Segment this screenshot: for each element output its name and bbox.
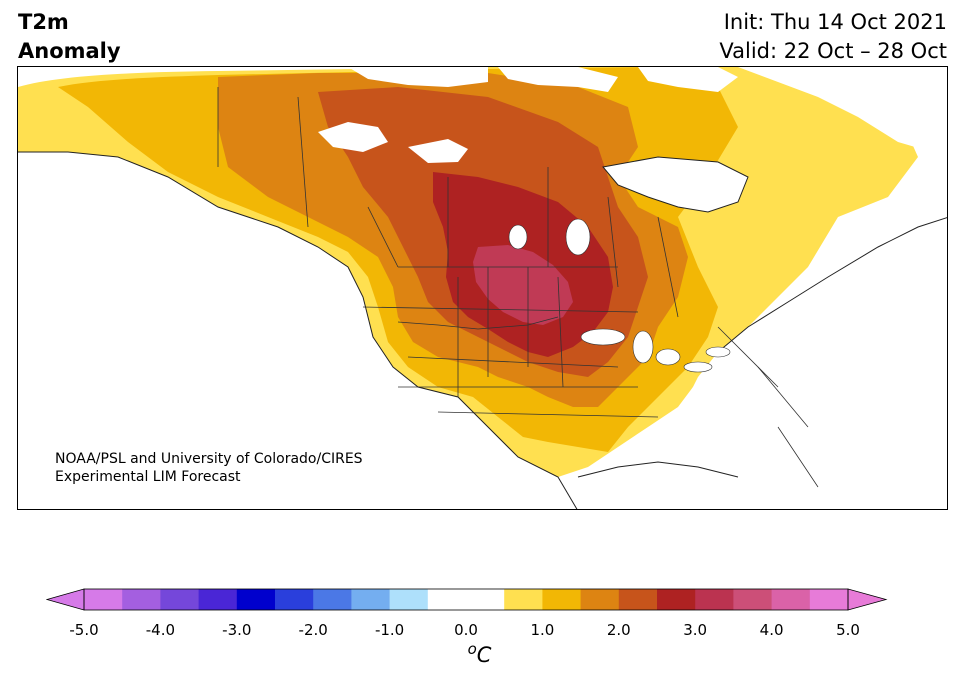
colorbar-tick-label: -1.0 <box>374 621 405 639</box>
colorbar-tick-label: -5.0 <box>69 621 99 639</box>
unit-main: C <box>476 643 492 667</box>
colorbar-tick-label: -2.0 <box>298 621 328 639</box>
unit-superscript: o <box>467 640 477 658</box>
valid-dates: Valid: 22 Oct – 28 Oct <box>719 39 947 63</box>
colorbar-tick-label: 5.0 <box>836 621 860 639</box>
colorbar-cell <box>351 589 390 610</box>
colorbar-cell <box>160 589 199 610</box>
init-date: Init: Thu 14 Oct 2021 <box>723 10 947 34</box>
colorbar-tick-label: 3.0 <box>683 621 708 639</box>
colorbar-tick-label: 0.0 <box>454 621 478 639</box>
colorbar <box>46 588 888 611</box>
colorbar-cell <box>466 589 505 610</box>
colorbar-tick-label: -4.0 <box>145 621 176 639</box>
colorbar-cell <box>122 589 161 610</box>
colorbar-cell <box>427 589 467 610</box>
colorbar-cell <box>580 589 620 610</box>
colorbar-tick-label: 4.0 <box>759 621 784 639</box>
colorbar-cell <box>771 589 811 610</box>
east-coast-white <box>678 217 947 509</box>
map-svg <box>18 67 947 509</box>
colorbar-cell <box>84 589 123 610</box>
title-line-2: Anomaly <box>18 39 121 63</box>
colorbar-cells <box>84 589 849 610</box>
colorbar-cell <box>198 589 238 610</box>
colorbar-tick-label: -3.0 <box>222 621 252 639</box>
colorbar-unit-label: oC <box>0 640 959 667</box>
colorbar-cell <box>657 589 696 610</box>
anomaly-map <box>17 66 948 510</box>
coastlines <box>18 151 947 509</box>
title-line-1: T2m <box>18 10 69 34</box>
credit-line-1: NOAA/PSL and University of Colorado/CIRE… <box>55 451 363 467</box>
colorbar-tick-label: 1.0 <box>530 621 555 639</box>
colorbar-cell <box>275 589 314 610</box>
map-title: T2m Anomaly <box>18 8 121 66</box>
colorbar-cell <box>504 589 543 610</box>
colorbar-cell <box>733 589 772 610</box>
political-borders <box>217 87 819 488</box>
colorbar-cell <box>236 589 276 610</box>
colorbar-cell <box>618 589 658 610</box>
forecast-dates: Init: Thu 14 Oct 2021 Valid: 22 Oct – 28… <box>719 8 947 66</box>
colorbar-cell <box>809 589 849 610</box>
credit-line-2: Experimental LIM Forecast <box>55 469 241 485</box>
colorbar-extend-high <box>847 588 888 611</box>
great-lakes <box>508 218 731 373</box>
mexico-gulf-white <box>478 457 738 509</box>
credit-text: NOAA/PSL and University of Colorado/CIRE… <box>55 450 363 486</box>
colorbar-outline <box>83 588 849 611</box>
colorbar-cell <box>313 589 352 610</box>
colorbar-cell <box>542 589 581 610</box>
colorbar-cell <box>389 589 429 610</box>
colorbar-tick-label: 2.0 <box>606 621 631 639</box>
arctic-islands <box>318 67 947 212</box>
colorbar-extend-low <box>46 588 85 611</box>
colorbar-cell <box>695 589 734 610</box>
